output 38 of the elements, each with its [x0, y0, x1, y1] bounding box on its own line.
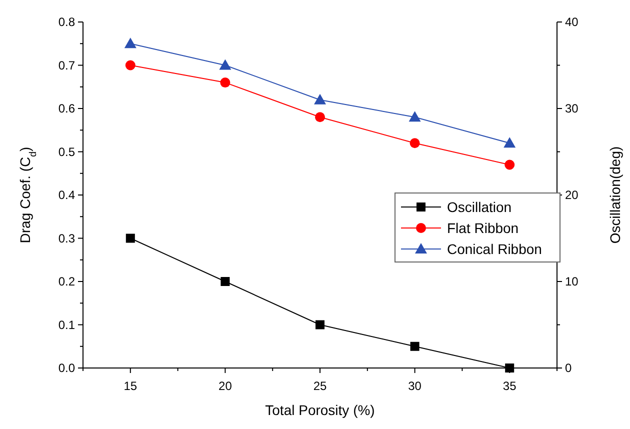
point: [126, 234, 135, 243]
x-axis-title: Total Porosity (%): [265, 402, 375, 418]
y-tick-label: 0.2: [58, 274, 76, 289]
point: [124, 38, 136, 48]
y2-tick-label: 30: [565, 102, 579, 116]
point: [220, 78, 230, 88]
legend-label: Oscillation: [447, 198, 512, 215]
y2-tick-label: 20: [565, 188, 579, 202]
y-tick-label: 0.0: [58, 361, 76, 376]
x-tick-label: 20: [218, 379, 232, 393]
y-tick-label: 0.1: [58, 318, 76, 332]
y2-tick-label: 40: [565, 15, 579, 30]
y2-tick-label: 0: [565, 361, 572, 376]
x-tick-label: 35: [502, 379, 517, 393]
y-tick-label: 0.5: [58, 144, 76, 159]
y-tick-label: 0.3: [58, 231, 76, 246]
x-tick-label: 15: [124, 379, 138, 393]
y2-tick-label: 10: [565, 274, 579, 289]
y-tick-label: 0.8: [58, 15, 76, 30]
legend-label: Conical Ribbon: [447, 240, 542, 257]
point: [314, 94, 326, 104]
y-tick-label: 0.4: [58, 188, 76, 202]
point: [410, 342, 420, 351]
y-tick-label: 0.6: [58, 102, 76, 116]
x-tick-label: 25: [313, 379, 327, 393]
legend-label: Flat Ribbon: [447, 220, 519, 236]
point: [316, 320, 324, 330]
point: [125, 60, 136, 70]
point: [220, 277, 230, 286]
point: [504, 160, 515, 170]
point: [408, 111, 421, 122]
point: [219, 59, 232, 70]
point: [504, 137, 516, 148]
point: [315, 112, 325, 122]
x-tick-label: 30: [408, 379, 422, 393]
y-tick-label: 0.7: [58, 58, 76, 72]
point: [410, 138, 420, 148]
y2-axis-title: Oscillation(deg): [607, 146, 623, 244]
